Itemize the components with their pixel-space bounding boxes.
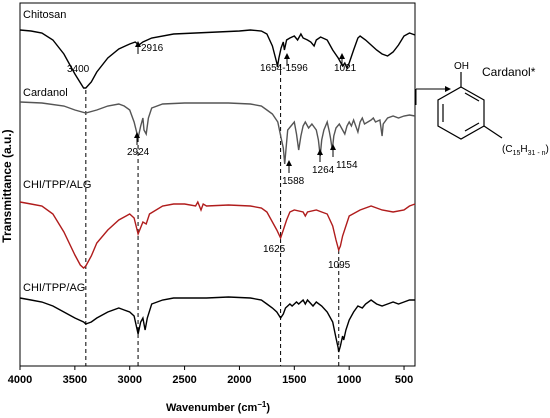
series-label-cardanol: Cardanol: [23, 87, 68, 99]
series-label-chitosan: Chitosan: [23, 9, 66, 21]
x-axis-label-main: Wavenumber (cm: [166, 402, 258, 414]
plot-frame: [19, 2, 416, 367]
annotation-1625: 1625: [263, 244, 286, 255]
series-label-chi-tpp-ag: CHI/TPP/AG: [23, 282, 85, 294]
series-labels: Chitosan Cardanol CHI/TPP/ALG CHI/TPP/AG: [23, 9, 91, 294]
inset-title: Cardanol*: [482, 65, 536, 79]
side-chain-bond: [483, 125, 503, 139]
side-chain-close: ): [546, 144, 549, 155]
annotation-layer: 3400 2916 1654-1596 1021 2924 1588 1264 1154 162…: [67, 41, 358, 271]
series-line-cardanol: [19, 101, 416, 165]
series-line-chi-tpp-ag: [19, 296, 415, 353]
x-tick-label-3000: 3000: [117, 374, 141, 386]
side-chain-hydrogen: H: [520, 144, 527, 155]
reference-lines: [85, 64, 340, 366]
x-tick-label-2500: 2500: [172, 374, 196, 386]
series-line-chi-tpp-alg: [19, 200, 416, 269]
x-tick-label-4000: 4000: [8, 374, 32, 386]
benzene-ring: [437, 86, 485, 140]
x-tick-label-1000: 1000: [337, 374, 361, 386]
annotation-2916: 2916: [141, 43, 164, 54]
x-tick-label-3500: 3500: [63, 374, 87, 386]
benzene-double-bond-2: [464, 122, 480, 132]
side-chain-open: (C: [502, 144, 513, 155]
annotation-1095: 1095: [328, 260, 351, 271]
x-axis-ticks: 4000 3500 3000 2500 2000 1500 1000 500: [8, 366, 413, 386]
side-chain-label: (C15H31 - n): [502, 144, 549, 157]
benzene-double-bond-1: [464, 92, 480, 102]
side-chain-carbon-count: 15: [513, 150, 521, 157]
annotation-3400: 3400: [67, 64, 90, 75]
annotation-2924: 2924: [127, 147, 150, 158]
x-axis-label-close: ): [266, 402, 270, 414]
series-label-chi-tpp-alg: CHI/TPP/ALG: [23, 179, 91, 191]
x-axis-label: Wavenumber (cm−1): [166, 400, 270, 414]
annotation-1264: 1264: [312, 165, 335, 176]
annotation-1654-1596: 1654-1596: [260, 63, 308, 74]
series-line-chitosan: [19, 29, 416, 89]
x-axis-label-sup: −1: [257, 400, 267, 409]
hydroxyl-label: OH: [454, 61, 469, 72]
x-tick-label-500: 500: [395, 374, 413, 386]
x-tick-label-1500: 1500: [282, 374, 306, 386]
cardanol-structure-inset: OH (C15H31 - n) Cardanol*: [415, 61, 549, 157]
x-tick-label-2000: 2000: [227, 374, 251, 386]
side-chain-hydrogen-count: 31 - n: [528, 150, 546, 157]
annotation-1021: 1021: [334, 63, 357, 74]
y-axis-label: Transmittance (a.u.): [0, 129, 14, 242]
series-layer: [19, 29, 416, 353]
annotation-1588: 1588: [282, 176, 305, 187]
annotation-1154: 1154: [336, 160, 358, 171]
